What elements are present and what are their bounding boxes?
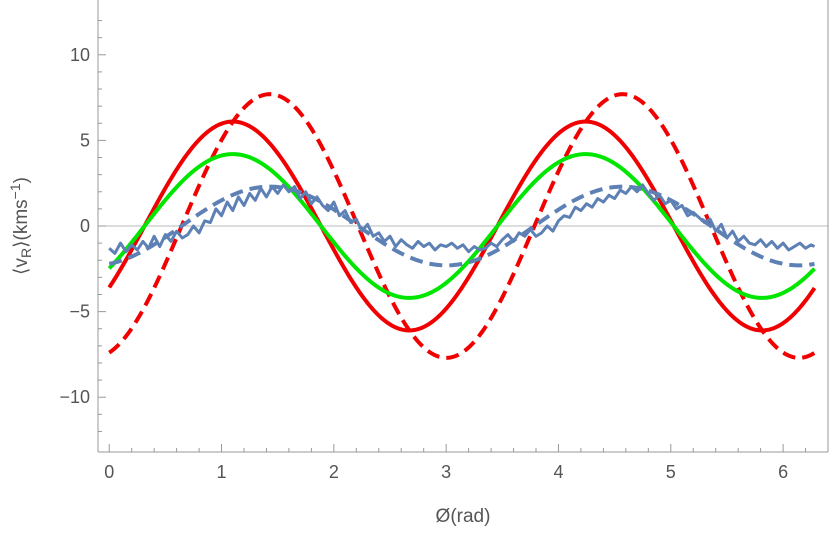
x-tick-label: 0 xyxy=(104,462,114,482)
y-tick-label: −10 xyxy=(59,387,90,407)
x-tick-label: 1 xyxy=(217,462,227,482)
series-line-4 xyxy=(108,184,815,268)
x-tick-label: 3 xyxy=(441,462,451,482)
y-tick-label: 5 xyxy=(80,130,90,150)
y-axis-title-prefix: ⟨v xyxy=(11,258,32,275)
x-tick-label: 4 xyxy=(553,462,563,482)
series-line-1 xyxy=(107,119,817,333)
y-tick-label: −5 xyxy=(69,302,90,322)
y-tick-label: 10 xyxy=(70,45,90,65)
x-tick-label: 5 xyxy=(666,462,676,482)
series-line-5 xyxy=(108,183,816,255)
x-tick-label: 2 xyxy=(329,462,339,482)
series-line-2 xyxy=(108,92,816,360)
x-tick-label: 6 xyxy=(778,462,788,482)
y-axis-title-subscript: R xyxy=(18,248,34,258)
tick-layer: 0 1 2 3 4 5 6 −10 −5 0 5 10 xyxy=(59,20,807,482)
x-axis-title: Ø(rad) xyxy=(436,506,491,527)
y-axis-title: ⟨vR⟩(kms−1) xyxy=(7,177,34,275)
y-axis-title-middle: ⟩(kms xyxy=(11,199,32,248)
y-axis-title-suffix: ) xyxy=(11,177,32,183)
series-line-3 xyxy=(107,152,816,300)
y-axis-title-superscript: −1 xyxy=(7,183,23,199)
series-layer xyxy=(107,92,817,360)
y-tick-label: 0 xyxy=(80,216,90,236)
